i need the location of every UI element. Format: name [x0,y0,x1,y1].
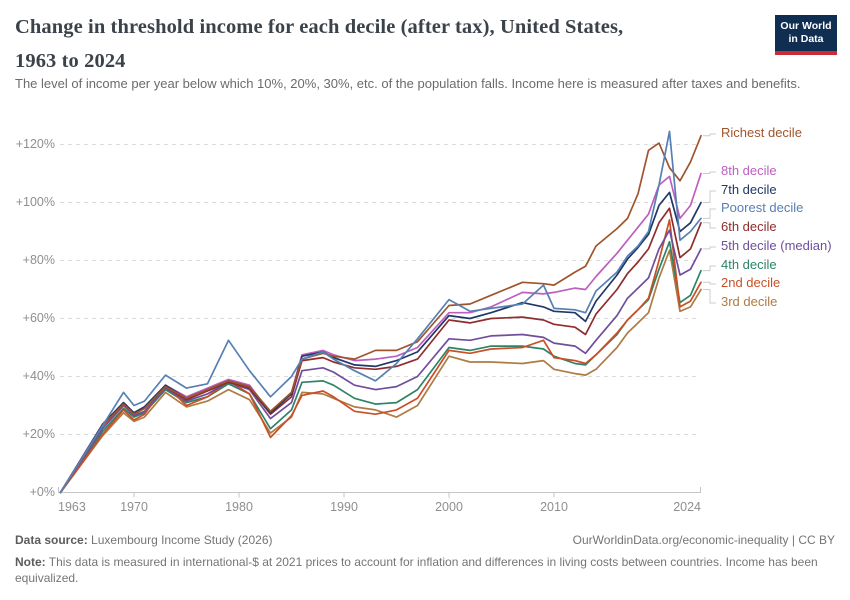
credit-link[interactable]: OurWorldinData.org/economic-inequality |… [572,533,835,547]
legend-label-poorest[interactable]: Poorest decile [721,200,804,215]
legend-connector-eighth [703,171,716,174]
page-title-line1: Change in threshold income for each deci… [15,16,624,38]
series-line-sixth[interactable] [59,207,702,494]
chart-note: Note: This data is measured in internati… [15,555,839,586]
legend-connector-fifth [703,246,716,250]
legend-label-fourth[interactable]: 4th decile [721,257,777,272]
chart-subtitle: The level of income per year below which… [15,76,801,91]
legend-label-sixth[interactable]: 6th decile [721,219,777,234]
series-line-fifth[interactable] [59,229,702,494]
owid-logo[interactable]: Our World in Data [775,15,837,55]
series-line-eighth[interactable] [59,172,702,494]
legend-label-eighth[interactable]: 8th decile [721,163,777,178]
legend-connector-seventh [703,190,716,203]
owid-logo-text-line1: Our World [780,20,832,32]
data-source-value: Luxembourg Income Study (2026) [91,533,273,547]
series-line-second[interactable] [59,219,702,494]
page-title: Change in threshold income for each deci… [15,10,775,78]
chart-note-value: This data is measured in international-$… [15,555,818,585]
legend-label-seventh[interactable]: 7th decile [721,182,777,197]
series-line-poorest[interactable] [59,130,702,494]
legend-connector-poorest [703,208,716,219]
data-source-label: Data source: [15,533,88,547]
legend-label-third[interactable]: 3rd decile [721,294,778,309]
data-source-row: Data source: Luxembourg Income Study (20… [15,533,835,547]
page-title-line2: 1963 to 2024 [15,50,126,72]
legend-label-second[interactable]: 2nd decile [721,275,781,290]
series-line-fourth[interactable] [59,240,702,494]
legend-connector-third [703,289,716,304]
chart-note-label: Note: [15,555,46,569]
series-line-seventh[interactable] [59,191,702,494]
series-line-richest[interactable] [59,134,702,494]
legend-connector-richest [703,133,716,137]
series-line-third[interactable] [59,249,702,494]
legend-label-fifth[interactable]: 5th decile (median) [721,238,832,253]
legend-connector-second [703,281,716,285]
legend-connector-sixth [703,222,716,229]
legend-connector-fourth [703,265,716,272]
legend-label-richest[interactable]: Richest decile [721,125,802,140]
owid-logo-text-line2: in Data [788,33,824,45]
